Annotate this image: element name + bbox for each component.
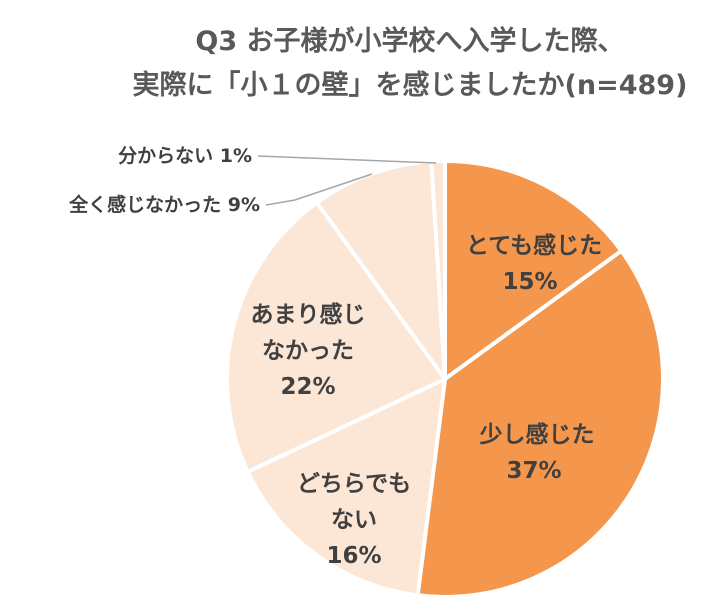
- chart-title: Q3 お子様が小学校へ入学した際、: [195, 25, 624, 57]
- slice-label-mattaku: 全く感じなかった 9%: [68, 193, 260, 216]
- slice-label-totemo: とても感じた: [466, 232, 602, 259]
- pie-slice-wakaranai: [429, 159, 447, 381]
- pie-slice-totemo: [443, 159, 624, 381]
- slice-label-dochira-line1: どちらでも: [297, 471, 411, 497]
- pie-slice-dochira: [245, 377, 447, 598]
- slice-value-dochira: 16%: [326, 543, 381, 569]
- slice-label-amari-line2: なかった: [262, 338, 354, 364]
- slice-label-amari-line1: あまり感じ: [251, 301, 366, 328]
- pie-slice-amari: [225, 200, 447, 474]
- slice-label-wakaranai: 分からない 1%: [118, 145, 252, 167]
- leader-line-mattaku: [265, 173, 373, 206]
- slice-value-amari: 22%: [280, 374, 335, 400]
- slice-value-totemo: 15%: [502, 269, 557, 295]
- pie-slice-sukoshi: [415, 248, 665, 599]
- slice-label-sukoshi: 少し感じた: [479, 421, 595, 448]
- slice-label-dochira-line2: ない: [331, 507, 377, 533]
- chart-subtitle: 実際に「小１の壁」を感じましたか(n=489): [133, 69, 688, 101]
- leader-line-wakaranai: [257, 155, 437, 164]
- slice-value-sukoshi: 37%: [506, 458, 561, 484]
